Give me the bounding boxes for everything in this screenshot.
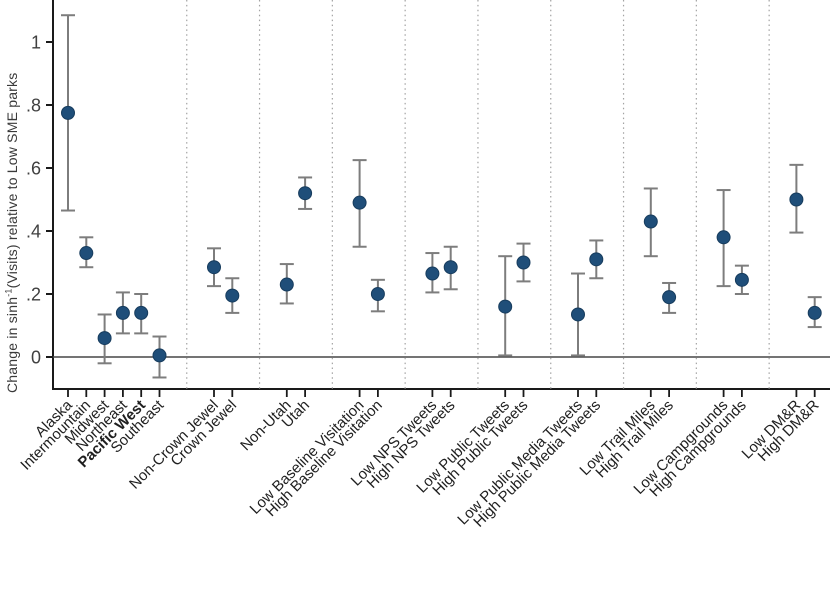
data-point — [662, 290, 677, 305]
data-point — [97, 331, 112, 346]
data-point — [643, 214, 658, 229]
y-tick-label: .6 — [26, 159, 41, 179]
data-point — [734, 272, 749, 287]
y-tick-label: .4 — [26, 222, 41, 242]
y-tick-label: 0 — [31, 348, 41, 368]
data-point — [443, 260, 458, 275]
data-point — [516, 255, 531, 270]
data-point — [134, 305, 149, 320]
data-point — [61, 105, 75, 120]
data-point — [352, 195, 367, 210]
y-axis-title: Change in sinh-1(Visits) relative to Low… — [3, 72, 20, 393]
y-axis-title-text: Change in sinh — [4, 296, 20, 393]
data-point — [115, 305, 130, 320]
data-point — [279, 277, 294, 292]
data-point — [498, 299, 513, 314]
data-point — [152, 348, 167, 363]
y-tick-label: 1 — [31, 33, 41, 53]
data-point — [298, 186, 313, 201]
y-axis-title-superscript: -1 — [3, 288, 14, 297]
data-point — [571, 307, 585, 322]
data-point — [79, 246, 94, 261]
y-tick-label: .2 — [26, 285, 41, 305]
data-point — [807, 305, 822, 320]
data-point — [789, 192, 804, 207]
y-tick-label: .8 — [26, 96, 41, 116]
data-point — [207, 260, 221, 275]
data-point — [225, 288, 240, 303]
data-point — [370, 287, 385, 301]
y-axis-title-suffix: (Visits) relative to Low SME parks — [4, 72, 20, 289]
data-point — [589, 252, 604, 267]
data-point — [425, 266, 440, 281]
data-point — [716, 230, 731, 245]
